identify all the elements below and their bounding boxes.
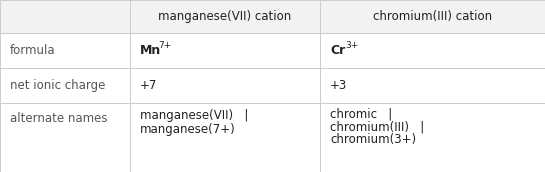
Bar [130,33,320,68]
Text: chromium(3+): chromium(3+) [330,133,416,147]
Bar [130,68,320,103]
Bar [0,68,130,103]
Bar [320,33,545,68]
Text: 3+: 3+ [345,41,358,50]
Text: manganese(7+): manganese(7+) [140,122,236,136]
Text: 7+: 7+ [158,41,171,50]
Text: chromic   |: chromic | [330,108,392,121]
Bar [0,0,130,33]
Bar [130,103,320,172]
Text: net ionic charge: net ionic charge [10,79,105,92]
Text: +7: +7 [140,79,158,92]
Text: chromium(III) cation: chromium(III) cation [373,10,492,23]
Bar [0,33,130,68]
Text: manganese(VII) cation: manganese(VII) cation [159,10,292,23]
Text: Cr: Cr [330,44,345,57]
Text: chromium(III)   |: chromium(III) | [330,121,424,133]
Text: formula: formula [10,44,56,57]
Bar [130,0,320,33]
Text: +3: +3 [330,79,347,92]
Bar [320,103,545,172]
Bar [320,0,545,33]
Bar [320,68,545,103]
Text: manganese(VII)   |: manganese(VII) | [140,110,249,122]
Text: alternate names: alternate names [10,111,107,125]
Bar [0,103,130,172]
Text: Mn: Mn [140,44,161,57]
